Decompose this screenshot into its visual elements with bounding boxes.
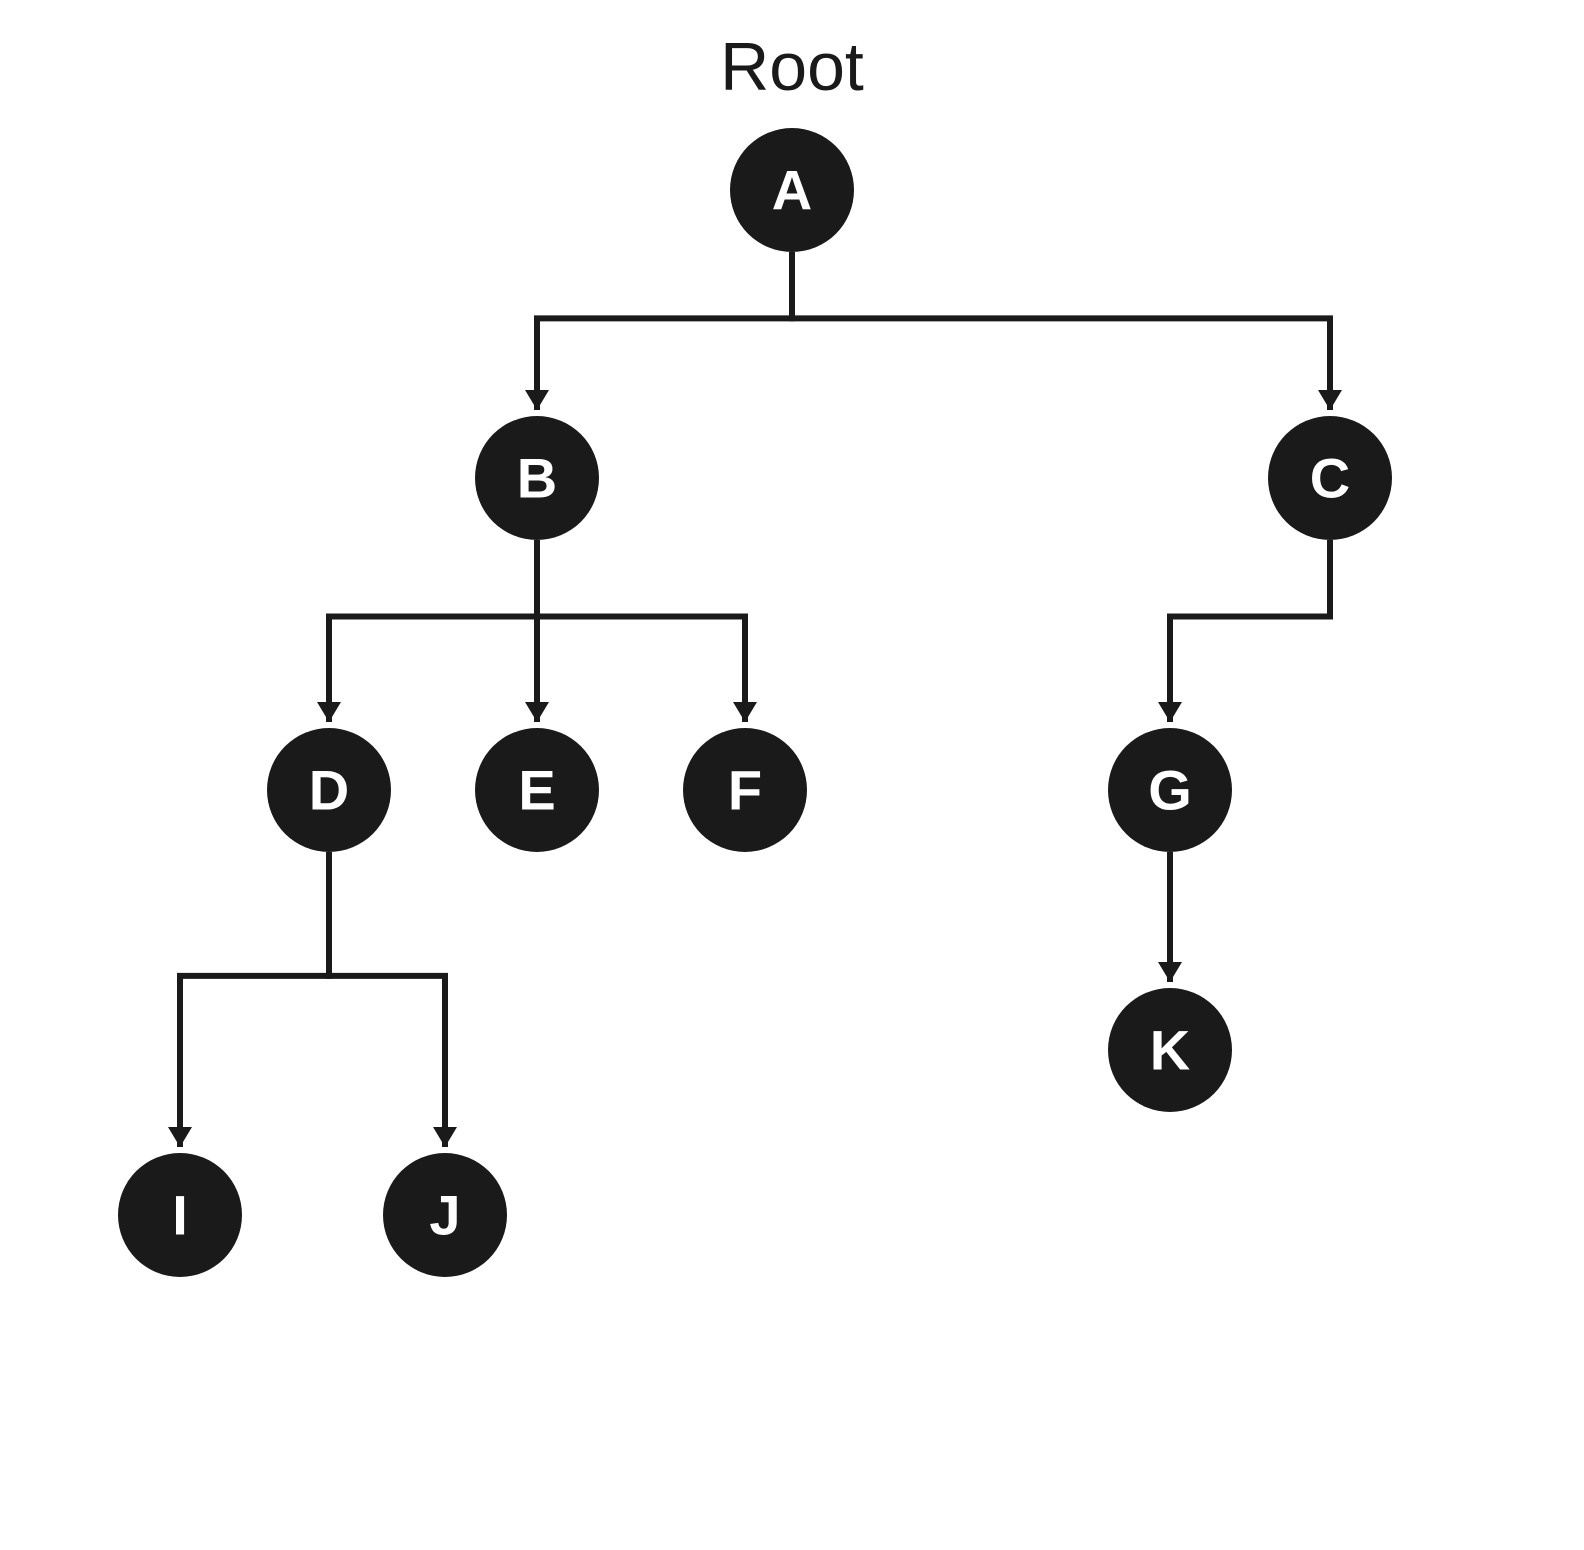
node-label-J: J bbox=[429, 1184, 460, 1247]
edge-B-D bbox=[329, 540, 537, 722]
node-F: F bbox=[683, 728, 807, 852]
node-D: D bbox=[267, 728, 391, 852]
edge-B-F bbox=[537, 540, 745, 722]
node-label-E: E bbox=[518, 759, 555, 822]
node-J: J bbox=[383, 1153, 507, 1277]
tree-diagram: A B C D E F G K I J Root bbox=[0, 0, 1584, 1550]
node-B: B bbox=[475, 416, 599, 540]
node-A: A bbox=[730, 128, 854, 252]
node-label-F: F bbox=[728, 759, 762, 822]
node-label-K: K bbox=[1150, 1019, 1190, 1082]
node-G: G bbox=[1108, 728, 1232, 852]
edge-D-I bbox=[180, 852, 329, 1147]
node-K: K bbox=[1108, 988, 1232, 1112]
edge-D-J bbox=[329, 852, 445, 1147]
diagram-title: Root bbox=[720, 29, 864, 105]
nodes-layer: A B C D E F G K I J bbox=[118, 128, 1392, 1277]
node-label-C: C bbox=[1310, 447, 1350, 510]
edge-A-B bbox=[537, 252, 792, 410]
node-label-D: D bbox=[309, 759, 349, 822]
node-label-A: A bbox=[772, 159, 812, 222]
node-I: I bbox=[118, 1153, 242, 1277]
node-label-B: B bbox=[517, 447, 557, 510]
node-E: E bbox=[475, 728, 599, 852]
node-label-G: G bbox=[1148, 759, 1192, 822]
node-label-I: I bbox=[172, 1184, 188, 1247]
edge-C-G bbox=[1170, 540, 1330, 722]
edge-A-C bbox=[792, 252, 1330, 410]
node-C: C bbox=[1268, 416, 1392, 540]
